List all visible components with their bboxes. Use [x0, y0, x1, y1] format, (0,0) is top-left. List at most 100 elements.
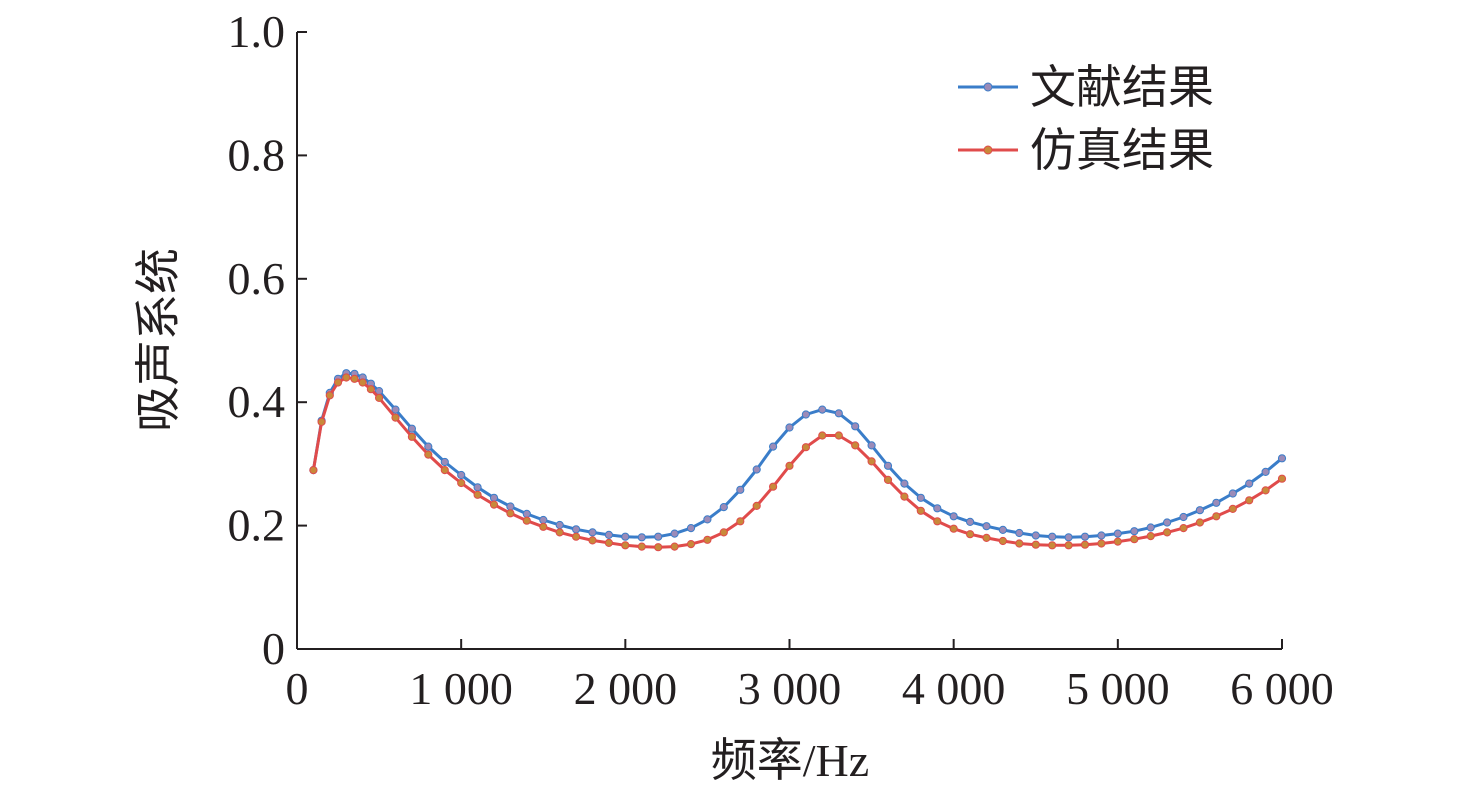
series-point-1 [785, 461, 794, 470]
series-point-1 [867, 457, 876, 466]
series-point-1 [752, 501, 761, 510]
series-point-1 [522, 516, 531, 525]
series-point-0 [736, 485, 745, 494]
series-point-0 [966, 517, 975, 527]
series-point-0 [1080, 532, 1090, 541]
series-point-1 [1228, 504, 1237, 513]
series-point-0 [637, 533, 646, 542]
series-group [309, 369, 1287, 552]
series-point-1 [317, 417, 326, 426]
series-point-1 [949, 524, 958, 533]
series-point-0 [769, 442, 778, 451]
y-tick-label: 0.2 [228, 500, 286, 551]
y-tick-label: 0.8 [228, 129, 286, 180]
series-point-1 [489, 500, 499, 509]
series-point-0 [752, 465, 761, 474]
y-axis-label: 吸声系统 [133, 248, 184, 432]
series-point-0 [1097, 531, 1106, 540]
series-point-0 [1179, 512, 1188, 522]
series-point-1 [572, 532, 581, 541]
series-point-0 [1064, 533, 1073, 542]
x-tick-label: 2 000 [574, 663, 678, 714]
series-point-0 [539, 515, 548, 525]
series-point-0 [998, 525, 1008, 535]
series-point-0 [440, 457, 449, 467]
series-point-1 [391, 413, 400, 422]
series-point-0 [719, 503, 728, 512]
series-point-0 [933, 504, 942, 513]
series-point-1 [1031, 540, 1040, 549]
series-point-1 [1097, 539, 1106, 548]
series-point-1 [982, 533, 991, 543]
series-point-0 [883, 461, 893, 470]
x-tick-label: 5 000 [1066, 663, 1170, 714]
series-point-1 [539, 522, 548, 531]
series-point-1 [883, 475, 893, 484]
series-point-0 [572, 525, 581, 534]
series-point-0 [473, 483, 482, 492]
series-point-0 [522, 509, 531, 519]
series-point-1 [342, 373, 351, 382]
series-point-1 [654, 543, 663, 552]
series-point-1 [637, 542, 646, 551]
series-point-0 [1113, 529, 1122, 538]
series-point-0 [1031, 531, 1040, 540]
y-tick-label: 0.4 [228, 376, 286, 427]
series-point-1 [686, 540, 696, 549]
series-point-1 [851, 441, 860, 450]
series-point-1 [506, 509, 515, 518]
series-point-1 [1245, 496, 1254, 505]
series-point-0 [1146, 523, 1155, 532]
series-point-0 [1048, 532, 1057, 541]
series-point-1 [621, 541, 630, 550]
series-point-0 [391, 405, 400, 414]
x-tick-label: 1 000 [409, 663, 513, 714]
series-point-1 [769, 482, 778, 491]
series-point-1 [916, 506, 925, 515]
series-point-0 [834, 409, 843, 418]
series-point-1 [933, 517, 942, 526]
x-tick-label: 4 000 [902, 663, 1006, 714]
series-point-0 [867, 441, 876, 450]
series-point-1 [1195, 518, 1205, 527]
series-point-1 [366, 385, 375, 394]
series-point-1 [1113, 537, 1122, 546]
x-tick-label: 6 000 [1230, 663, 1334, 714]
series-point-1 [424, 450, 433, 459]
series-point-0 [621, 532, 630, 541]
series-point-0 [1195, 506, 1205, 515]
series-point-0 [818, 405, 827, 414]
series-point-1 [834, 431, 843, 440]
series-point-1 [736, 517, 745, 526]
x-axis-label: 频率/Hz [711, 735, 869, 786]
y-tick-label: 0.6 [228, 253, 286, 304]
series-point-1 [1261, 486, 1270, 495]
series-point-0 [900, 479, 909, 488]
series-point-1 [1130, 535, 1139, 544]
series-point-0 [1163, 518, 1172, 527]
series-point-0 [1245, 479, 1254, 488]
series-point-0 [916, 493, 925, 502]
series-point-1 [1179, 524, 1188, 533]
series-point-1 [670, 542, 679, 551]
series-point-1 [555, 528, 564, 537]
series-point-0 [604, 530, 614, 540]
series-point-0 [407, 424, 416, 433]
series-point-1 [1146, 532, 1155, 541]
series-point-1 [719, 528, 728, 537]
series-point-0 [703, 515, 712, 524]
series-point-0 [949, 512, 958, 521]
legend: 文献结果 仿真结果 [958, 62, 1214, 176]
series-point-1 [1048, 541, 1057, 550]
y-tick-label: 0 [262, 623, 285, 674]
y-tick-label: 1.0 [228, 6, 286, 57]
series-point-1 [801, 443, 811, 452]
series-point-0 [670, 529, 679, 538]
series-point-1 [333, 378, 343, 387]
series-point-0 [1015, 528, 1024, 538]
legend-item-0: 文献结果 [958, 62, 1214, 113]
series-point-1 [375, 393, 384, 402]
series-point-1 [966, 530, 975, 539]
series-point-1 [1277, 474, 1287, 483]
